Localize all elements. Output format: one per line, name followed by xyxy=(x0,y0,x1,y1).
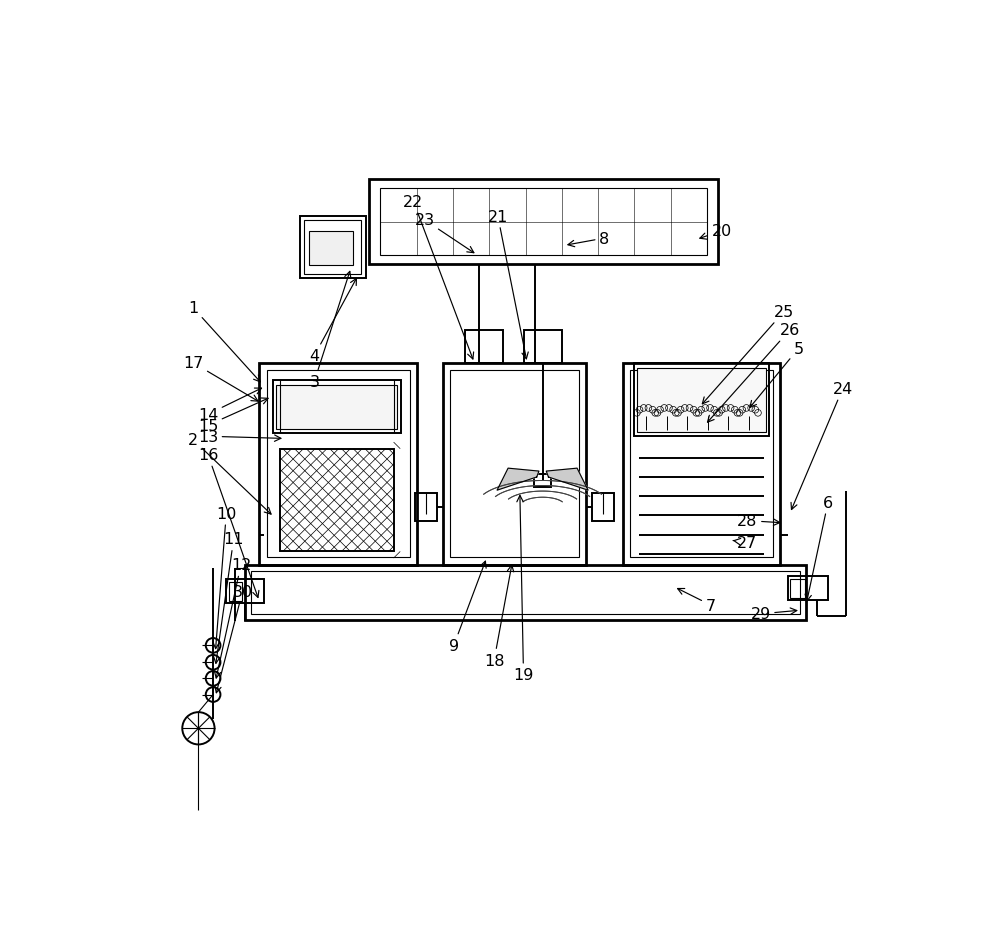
Bar xyxy=(630,371,773,558)
Text: 28: 28 xyxy=(737,513,780,528)
Text: 10: 10 xyxy=(213,506,237,649)
Bar xyxy=(259,364,417,565)
Bar xyxy=(465,330,503,364)
Bar xyxy=(524,330,562,364)
Bar xyxy=(637,368,766,432)
Bar xyxy=(788,577,828,601)
Bar xyxy=(380,189,707,256)
Text: 26: 26 xyxy=(707,323,800,423)
Text: 3: 3 xyxy=(309,272,351,389)
Bar xyxy=(309,231,353,266)
Text: 20: 20 xyxy=(700,224,732,240)
Text: 5: 5 xyxy=(750,342,804,408)
Text: 30: 30 xyxy=(215,585,253,693)
Bar xyxy=(634,364,769,436)
Bar xyxy=(534,474,551,487)
Polygon shape xyxy=(497,468,539,490)
Text: 23: 23 xyxy=(414,213,474,253)
Text: 22: 22 xyxy=(403,195,474,360)
Bar xyxy=(251,571,800,614)
Bar xyxy=(267,371,410,558)
Text: 7: 7 xyxy=(678,589,716,613)
Text: 19: 19 xyxy=(513,496,534,683)
Bar xyxy=(623,364,780,565)
Bar xyxy=(592,493,614,521)
Bar xyxy=(300,217,366,279)
Bar xyxy=(443,364,586,565)
Text: 6: 6 xyxy=(805,495,833,602)
Text: 27: 27 xyxy=(733,536,757,550)
Bar xyxy=(790,580,805,598)
Polygon shape xyxy=(546,468,588,490)
Text: 14: 14 xyxy=(198,388,262,423)
Text: 16: 16 xyxy=(198,447,259,598)
Bar xyxy=(273,381,401,433)
Text: 2: 2 xyxy=(188,433,271,515)
Text: 4: 4 xyxy=(309,279,356,364)
Text: 11: 11 xyxy=(214,532,244,664)
Bar xyxy=(280,449,394,552)
Text: 8: 8 xyxy=(568,231,609,248)
Bar xyxy=(245,565,806,620)
Text: 15: 15 xyxy=(198,399,268,433)
Bar xyxy=(369,180,718,265)
Text: 24: 24 xyxy=(791,382,853,510)
Bar xyxy=(229,583,242,601)
Text: 17: 17 xyxy=(183,356,258,402)
Text: 13: 13 xyxy=(198,429,281,445)
Text: 25: 25 xyxy=(702,305,794,405)
Text: 18: 18 xyxy=(484,565,514,668)
Bar xyxy=(276,386,397,429)
Text: 21: 21 xyxy=(488,209,528,360)
Bar xyxy=(226,580,264,604)
Text: 29: 29 xyxy=(750,606,797,622)
Text: 9: 9 xyxy=(449,562,486,653)
Text: 1: 1 xyxy=(188,301,260,383)
Bar xyxy=(304,221,361,275)
Bar xyxy=(415,493,437,521)
Bar xyxy=(450,371,579,558)
Text: 12: 12 xyxy=(214,558,251,679)
